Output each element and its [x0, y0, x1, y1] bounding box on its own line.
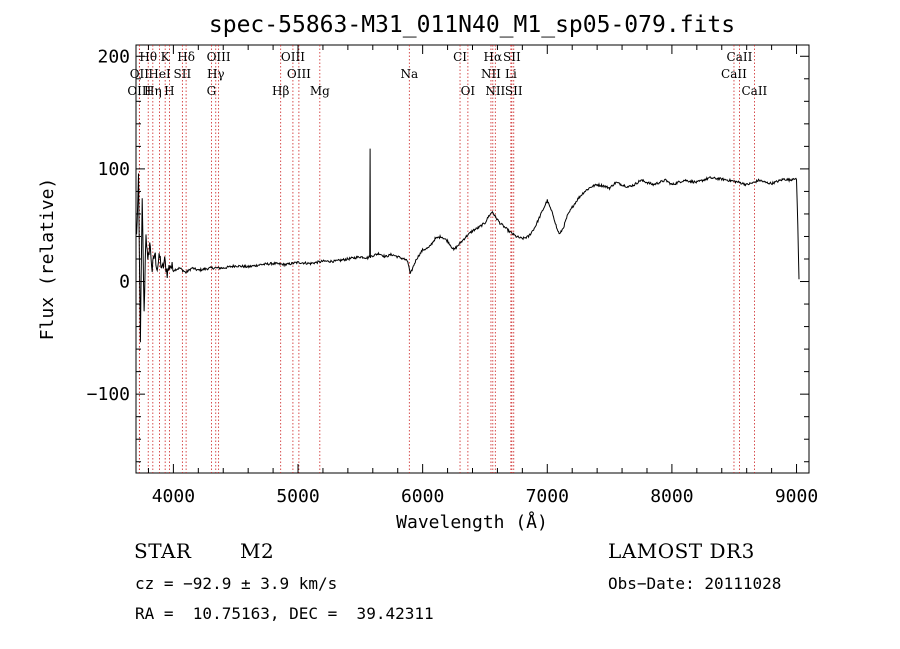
object-subclass: M2	[240, 539, 275, 563]
emission-line-label: NII	[485, 84, 505, 98]
y-axis-label: Flux (relative)	[37, 178, 58, 341]
plot-frame	[135, 44, 810, 474]
survey-name: LAMOST DR3	[608, 539, 755, 563]
emission-line-label: OIII	[281, 50, 305, 64]
redshift-velocity: cz = −92.9 ± 3.9 km/s	[135, 574, 338, 593]
emission-line-label: OI	[461, 84, 476, 98]
emission-lines	[138, 45, 755, 473]
emission-line-label: CaII	[721, 67, 747, 81]
emission-line-label: Hα	[484, 50, 503, 64]
observation-date: Obs−Date: 20111028	[608, 574, 782, 593]
x-tick-label: 7000	[526, 486, 569, 507]
emission-line-label: K	[161, 50, 171, 64]
emission-line-label: Hθ	[139, 50, 157, 64]
emission-line-label: CaII	[741, 84, 767, 98]
y-tick-label: 100	[97, 159, 130, 180]
emission-line-label: Li	[505, 67, 517, 81]
emission-line-label: NII	[481, 67, 501, 81]
coordinates: RA = 10.75163, DEC = 39.42311	[135, 604, 434, 623]
x-axis-label: Wavelength (Å)	[396, 511, 548, 533]
emission-line-label: Hη	[144, 84, 162, 98]
emission-line-label: H	[164, 84, 174, 98]
object-class: STAR	[134, 539, 192, 563]
x-tick-label: 9000	[775, 486, 818, 507]
emission-line-label: OIII	[287, 67, 311, 81]
emission-line-label: SII	[503, 50, 521, 64]
y-tick-label: −100	[87, 384, 130, 405]
x-tick-label: 5000	[276, 486, 319, 507]
emission-line-label: Na	[400, 67, 418, 81]
emission-line-label: OII	[130, 67, 150, 81]
axes: 4000 5000 6000 7000 8000 9000 200 100 0 −100	[87, 45, 818, 507]
emission-line-label: CI	[453, 50, 467, 64]
emission-line-label: Mg	[310, 84, 330, 98]
x-tick-label: 8000	[650, 486, 693, 507]
emission-line-label: CaII	[727, 50, 753, 64]
emission-line-label: Hβ	[272, 84, 289, 98]
emission-line-label: SII	[174, 67, 192, 81]
emission-line-label: G	[207, 84, 217, 98]
x-tick-label: 6000	[401, 486, 444, 507]
emission-line-label: OIII	[127, 84, 151, 98]
flux-series-line	[136, 148, 800, 343]
emission-line-label: Hδ	[177, 50, 195, 64]
emission-line-label: HeI	[148, 67, 171, 81]
y-tick-label: 200	[97, 46, 130, 67]
emission-line-label: Hγ	[207, 67, 225, 81]
chart-title: spec-55863-M31_011N40_M1_sp05-079.fits	[209, 12, 735, 38]
y-tick-label: 0	[119, 272, 130, 293]
series	[136, 148, 800, 343]
emission-line-label: OIII	[207, 50, 231, 64]
emission-line-label: SII	[505, 84, 523, 98]
x-tick-label: 4000	[152, 486, 195, 507]
